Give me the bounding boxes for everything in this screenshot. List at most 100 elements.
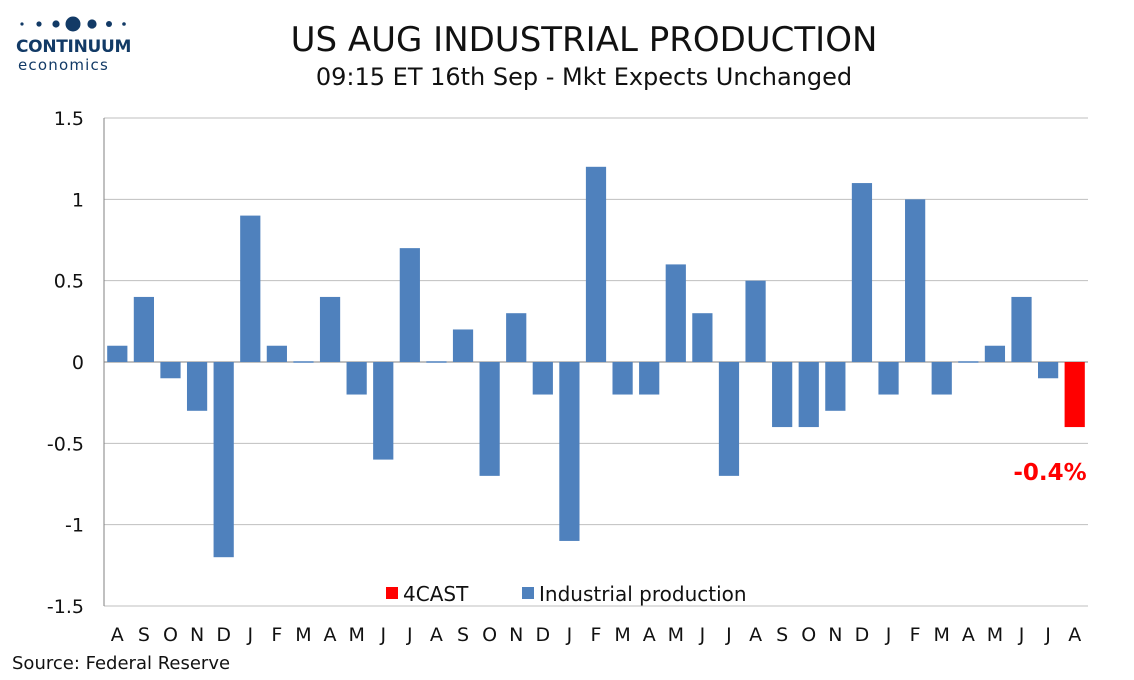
x-tick-label: J bbox=[885, 624, 892, 646]
bar-industrial-production bbox=[745, 280, 766, 362]
bar-industrial-production bbox=[559, 362, 580, 541]
forecast-callout: -0.4% bbox=[1013, 460, 1086, 486]
y-tick-label: 0.5 bbox=[54, 271, 84, 293]
x-tick-label: F bbox=[271, 624, 282, 646]
y-tick-label: 1.5 bbox=[54, 108, 84, 130]
y-tick-label: 1 bbox=[72, 189, 84, 211]
x-tick-label: A bbox=[749, 624, 762, 646]
x-tick-label: F bbox=[910, 624, 921, 646]
bar-industrial-production bbox=[585, 166, 607, 362]
x-tick-label: J bbox=[379, 624, 386, 646]
x-tick-label: A bbox=[962, 624, 975, 646]
bar-industrial-production bbox=[692, 313, 713, 362]
bar-industrial-production bbox=[346, 362, 367, 395]
bar-industrial-production bbox=[905, 199, 926, 362]
x-tick-label: A bbox=[111, 624, 124, 646]
x-tick-label: A bbox=[643, 624, 656, 646]
logo-dot bbox=[65, 16, 81, 32]
bar-industrial-production bbox=[532, 362, 553, 395]
y-tick-label: -1.5 bbox=[47, 596, 84, 618]
bar-industrial-production bbox=[426, 361, 447, 363]
x-tick-label: D bbox=[535, 624, 550, 646]
bar-industrial-production bbox=[612, 362, 633, 395]
x-tick-label: N bbox=[828, 624, 842, 646]
logo-subtitle: economics bbox=[18, 56, 109, 74]
x-tick-label: O bbox=[801, 624, 816, 646]
legend-label-4cast: 4CAST bbox=[403, 582, 469, 606]
chart-subtitle: 09:15 ET 16th Sep - Mkt Expects Unchange… bbox=[315, 63, 853, 91]
bar-industrial-production bbox=[186, 362, 208, 411]
x-tick-label: M bbox=[987, 624, 1003, 646]
bar-industrial-production bbox=[798, 362, 819, 428]
bar-industrial-production bbox=[878, 362, 899, 395]
bar-industrial-production bbox=[107, 345, 128, 362]
logo-dot bbox=[20, 22, 24, 26]
x-tick-label: J bbox=[699, 624, 706, 646]
x-tick-label: S bbox=[457, 624, 469, 646]
x-tick-label: M bbox=[668, 624, 684, 646]
bar-industrial-production bbox=[319, 296, 341, 362]
logo-dot bbox=[87, 19, 97, 29]
bars bbox=[107, 166, 1085, 558]
bar-industrial-production bbox=[1038, 362, 1059, 379]
x-tick-label: J bbox=[1044, 624, 1051, 646]
bar-industrial-production bbox=[293, 361, 314, 363]
logo-dot bbox=[36, 21, 42, 27]
x-tick-label: A bbox=[430, 624, 443, 646]
logo-dot bbox=[52, 20, 60, 28]
bar-4cast bbox=[1064, 362, 1085, 428]
legend-swatch-4cast bbox=[386, 587, 398, 599]
x-tick-label: N bbox=[509, 624, 523, 646]
x-tick-label: O bbox=[482, 624, 497, 646]
x-tick-label: S bbox=[138, 624, 150, 646]
x-tick-label: J bbox=[566, 624, 573, 646]
x-tick-label: M bbox=[614, 624, 630, 646]
source-note: Source: Federal Reserve bbox=[12, 653, 231, 674]
bar-industrial-production bbox=[399, 248, 420, 362]
legend-swatch-industrial-production bbox=[522, 587, 534, 599]
y-tick-labels: 1.5 1 0.5 0 -0.5 -1 -1.5 bbox=[47, 108, 84, 618]
x-tick-label: J bbox=[1018, 624, 1025, 646]
bar-industrial-production bbox=[373, 362, 394, 460]
x-tick-label: M bbox=[348, 624, 364, 646]
x-tick-label: J bbox=[406, 624, 413, 646]
y-tick-label: 0 bbox=[72, 352, 84, 374]
x-tick-label: F bbox=[591, 624, 602, 646]
bar-industrial-production bbox=[479, 362, 500, 476]
y-tick-label: -0.5 bbox=[47, 433, 84, 455]
bar-industrial-production bbox=[851, 183, 873, 362]
x-tick-label: D bbox=[855, 624, 870, 646]
x-tick-label: S bbox=[776, 624, 788, 646]
x-tick-label: M bbox=[934, 624, 950, 646]
logo-dot bbox=[122, 22, 126, 26]
bar-industrial-production bbox=[213, 362, 234, 558]
bar-industrial-production bbox=[506, 313, 527, 362]
bar-industrial-production bbox=[1011, 296, 1032, 362]
x-tick-label: J bbox=[246, 624, 253, 646]
y-tick-label: -1 bbox=[65, 515, 84, 537]
bar-industrial-production bbox=[240, 215, 261, 362]
legend: 4CAST Industrial production bbox=[386, 582, 747, 606]
x-tick-label: A bbox=[324, 624, 337, 646]
x-tick-label: D bbox=[216, 624, 231, 646]
bar-industrial-production bbox=[931, 362, 952, 395]
bar-industrial-production bbox=[718, 362, 740, 476]
bar-industrial-production bbox=[452, 329, 474, 362]
logo-name: CONTINUUM bbox=[16, 37, 132, 57]
bar-industrial-production bbox=[984, 345, 1006, 362]
bar-industrial-production bbox=[825, 362, 846, 411]
logo-dot bbox=[106, 21, 112, 27]
bar-industrial-production bbox=[160, 362, 181, 379]
bar-industrial-production bbox=[772, 362, 793, 428]
x-tick-label: O bbox=[163, 624, 178, 646]
logo-dots bbox=[20, 16, 126, 32]
bar-industrial-production bbox=[639, 362, 660, 395]
x-tick-label: N bbox=[190, 624, 204, 646]
bar-industrial-production bbox=[665, 264, 686, 362]
legend-label-industrial-production: Industrial production bbox=[539, 582, 747, 606]
bar-industrial-production bbox=[133, 296, 154, 362]
bar-industrial-production bbox=[266, 345, 287, 362]
x-tick-label: A bbox=[1068, 624, 1081, 646]
